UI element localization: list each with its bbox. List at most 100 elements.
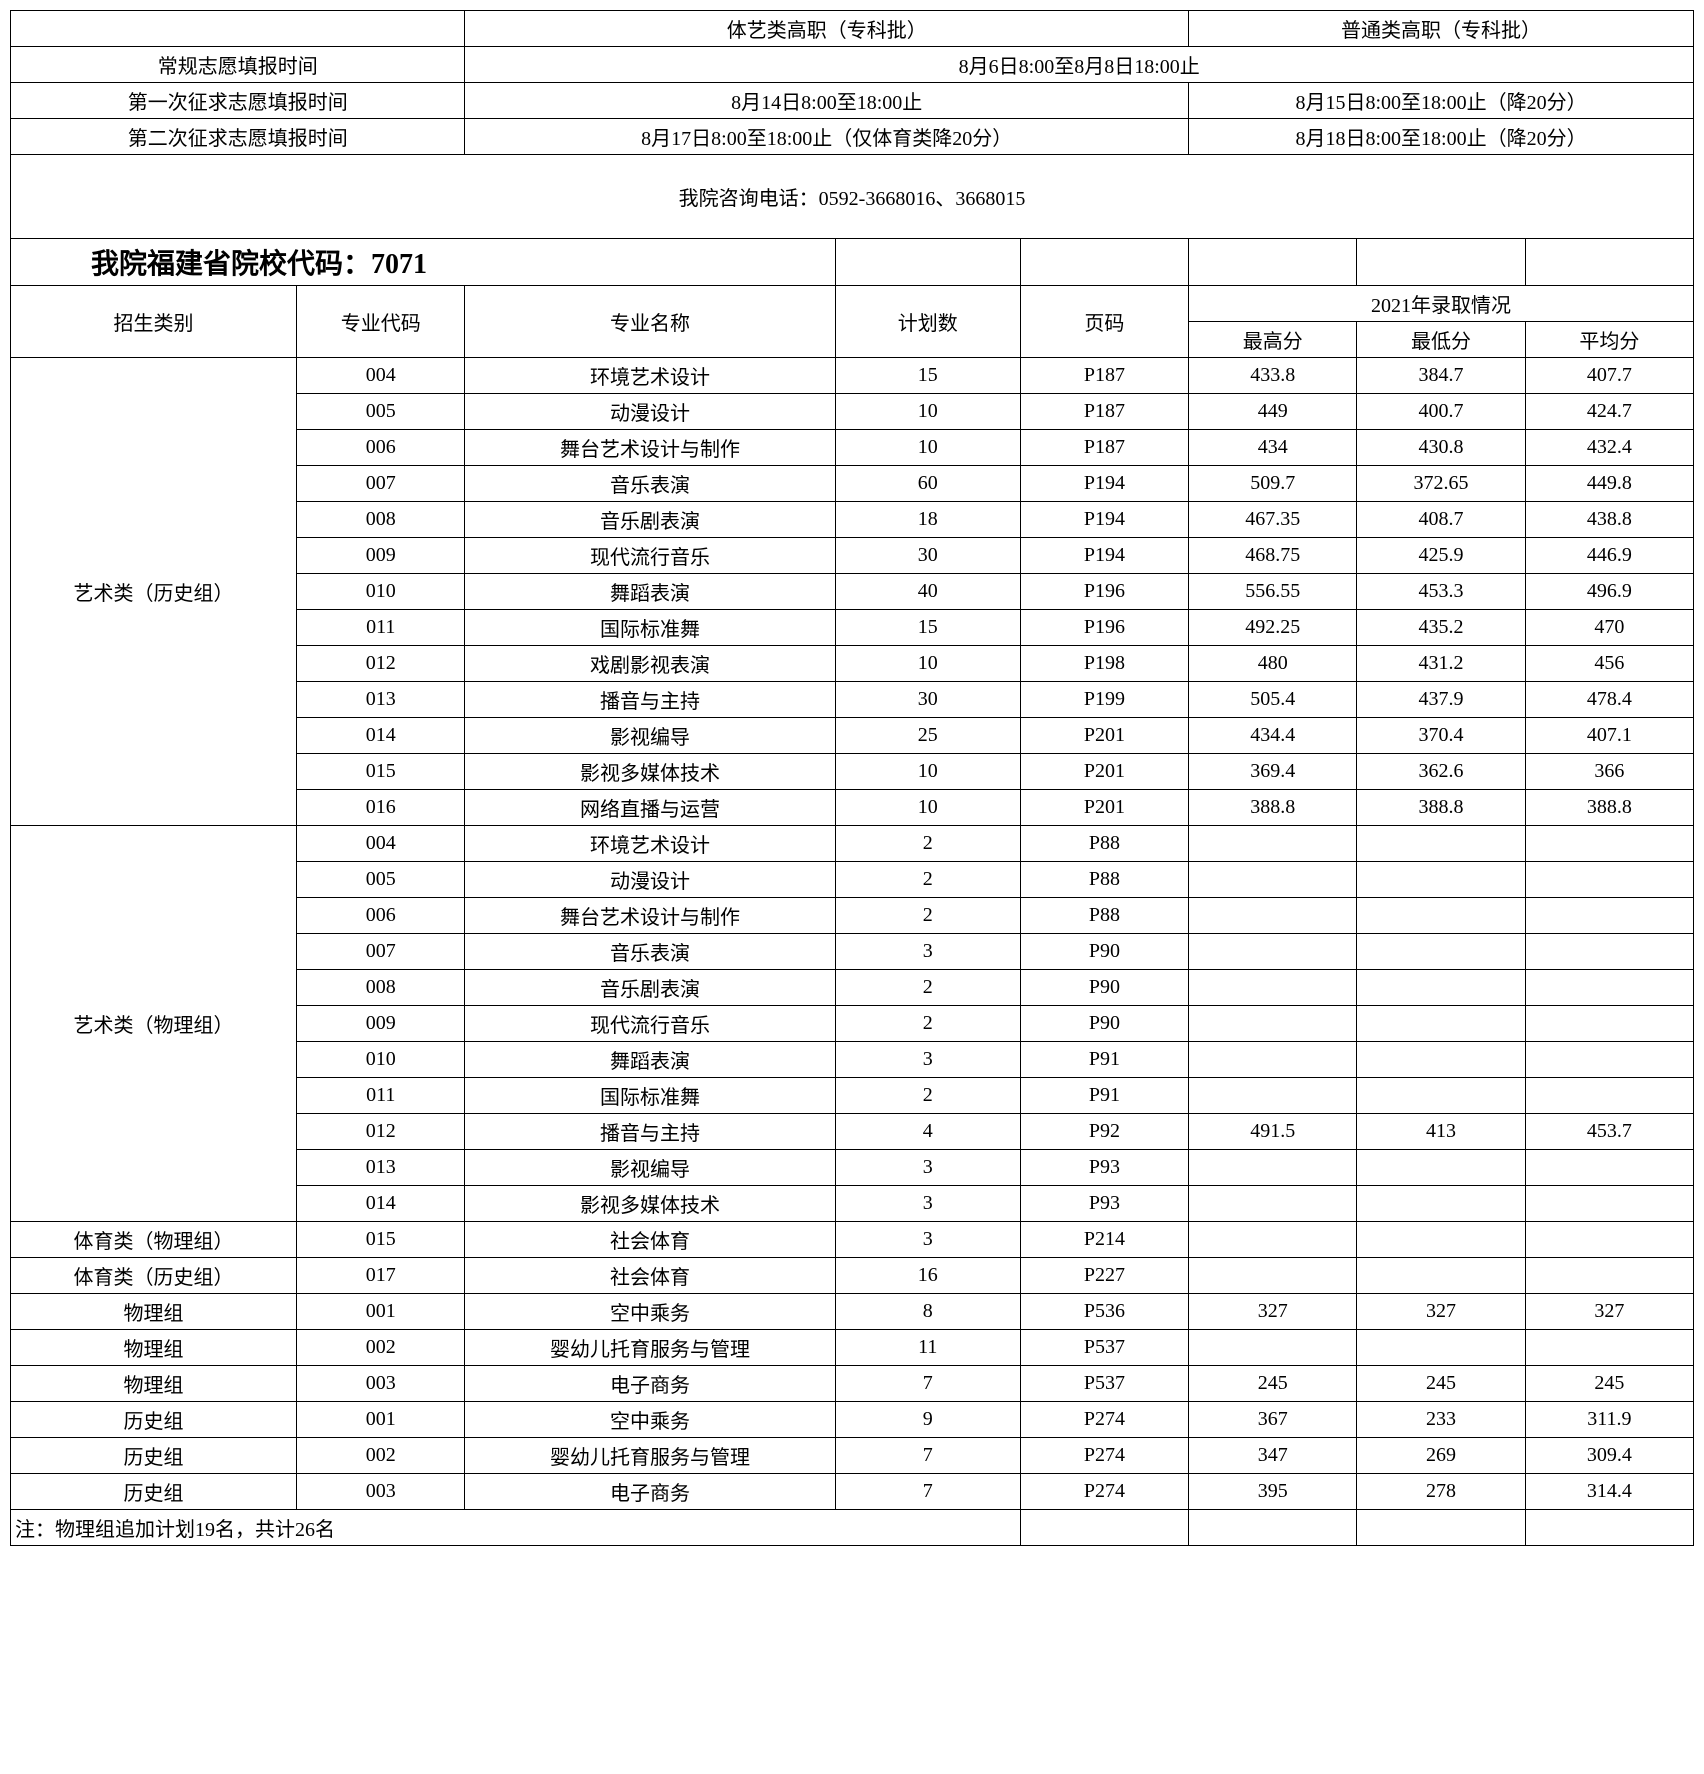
cell-avg	[1525, 970, 1693, 1006]
cell-code: 014	[297, 1186, 465, 1222]
cell-page: P537	[1020, 1366, 1188, 1402]
cell-high	[1189, 862, 1357, 898]
cell-high	[1189, 1078, 1357, 1114]
cell-high	[1189, 826, 1357, 862]
cell-code: 008	[297, 502, 465, 538]
cell-low: 372.65	[1357, 466, 1525, 502]
cell-high: 367	[1189, 1402, 1357, 1438]
cell-plan: 4	[835, 1114, 1020, 1150]
category-cell: 历史组	[11, 1438, 297, 1474]
table-row: 艺术类（历史组）004环境艺术设计15P187433.8384.7407.7	[11, 358, 1694, 394]
cell-plan: 40	[835, 574, 1020, 610]
cell-plan: 30	[835, 538, 1020, 574]
cell-code: 003	[297, 1474, 465, 1510]
cell-high: 480	[1189, 646, 1357, 682]
cell-name: 动漫设计	[465, 394, 835, 430]
cell-high: 369.4	[1189, 754, 1357, 790]
cell-page: P201	[1020, 790, 1188, 826]
cell-plan: 10	[835, 790, 1020, 826]
empty-cell	[835, 239, 1020, 286]
footnote: 注：物理组追加计划19名，共计26名	[11, 1510, 836, 1546]
cell-avg: 496.9	[1525, 574, 1693, 610]
cell-page: P537	[1020, 1330, 1188, 1366]
cell-page: P91	[1020, 1078, 1188, 1114]
schedule-row-c2: 8月15日8:00至18:00止（降20分）	[1189, 83, 1694, 119]
cell-high: 388.8	[1189, 790, 1357, 826]
cell-high: 505.4	[1189, 682, 1357, 718]
cell-low: 384.7	[1357, 358, 1525, 394]
cell-high	[1189, 1150, 1357, 1186]
cell-name: 影视多媒体技术	[465, 1186, 835, 1222]
header-avg: 平均分	[1525, 322, 1693, 358]
cell-code: 015	[297, 754, 465, 790]
cell-low	[1357, 1006, 1525, 1042]
cell-avg	[1525, 1330, 1693, 1366]
cell-code: 005	[297, 394, 465, 430]
cell-code: 007	[297, 466, 465, 502]
cell-name: 国际标准舞	[465, 1078, 835, 1114]
empty-cell	[1357, 239, 1525, 286]
cell-avg: 388.8	[1525, 790, 1693, 826]
cell-name: 播音与主持	[465, 682, 835, 718]
cell-name: 影视编导	[465, 718, 835, 754]
cell-high	[1189, 898, 1357, 934]
category-cell: 体育类（物理组）	[11, 1222, 297, 1258]
cell-code: 001	[297, 1294, 465, 1330]
cell-high: 509.7	[1189, 466, 1357, 502]
cell-code: 006	[297, 898, 465, 934]
cell-avg	[1525, 1186, 1693, 1222]
cell-plan: 60	[835, 466, 1020, 502]
schedule-blank	[11, 11, 465, 47]
cell-name: 影视编导	[465, 1150, 835, 1186]
cell-avg	[1525, 826, 1693, 862]
cell-avg: 314.4	[1525, 1474, 1693, 1510]
cell-page: P90	[1020, 1006, 1188, 1042]
header-major-code: 专业代码	[297, 286, 465, 358]
cell-low: 278	[1357, 1474, 1525, 1510]
cell-low	[1357, 1078, 1525, 1114]
empty-cell	[1525, 239, 1693, 286]
cell-page: P196	[1020, 574, 1188, 610]
cell-code: 008	[297, 970, 465, 1006]
cell-plan: 2	[835, 1006, 1020, 1042]
cell-page: P536	[1020, 1294, 1188, 1330]
cell-avg: 470	[1525, 610, 1693, 646]
cell-low	[1357, 970, 1525, 1006]
cell-avg: 424.7	[1525, 394, 1693, 430]
cell-low: 245	[1357, 1366, 1525, 1402]
cell-high: 492.25	[1189, 610, 1357, 646]
header-page: 页码	[1020, 286, 1188, 358]
cell-plan: 3	[835, 1222, 1020, 1258]
cell-plan: 11	[835, 1330, 1020, 1366]
cell-page: P198	[1020, 646, 1188, 682]
empty-cell	[835, 1510, 1020, 1546]
cell-avg: 478.4	[1525, 682, 1693, 718]
header-major-name: 专业名称	[465, 286, 835, 358]
cell-code: 013	[297, 682, 465, 718]
table-row: 艺术类（物理组）004环境艺术设计2P88	[11, 826, 1694, 862]
cell-page: P187	[1020, 430, 1188, 466]
category-cell: 历史组	[11, 1474, 297, 1510]
cell-page: P227	[1020, 1258, 1188, 1294]
cell-name: 婴幼儿托育服务与管理	[465, 1330, 835, 1366]
cell-avg	[1525, 934, 1693, 970]
cell-avg	[1525, 1258, 1693, 1294]
cell-plan: 7	[835, 1438, 1020, 1474]
cell-high	[1189, 1006, 1357, 1042]
empty-cell	[1020, 1510, 1188, 1546]
cell-code: 010	[297, 574, 465, 610]
schedule-row-c1: 8月14日8:00至18:00止	[465, 83, 1189, 119]
cell-high	[1189, 1330, 1357, 1366]
cell-plan: 10	[835, 430, 1020, 466]
cell-name: 舞蹈表演	[465, 1042, 835, 1078]
cell-plan: 18	[835, 502, 1020, 538]
contact-info: 我院咨询电话：0592-3668016、3668015	[11, 179, 1694, 214]
cell-page: P194	[1020, 502, 1188, 538]
cell-low	[1357, 1222, 1525, 1258]
table-row: 历史组003电子商务7P274395278314.4	[11, 1474, 1694, 1510]
cell-name: 婴幼儿托育服务与管理	[465, 1438, 835, 1474]
cell-page: P194	[1020, 538, 1188, 574]
cell-code: 012	[297, 1114, 465, 1150]
cell-page: P194	[1020, 466, 1188, 502]
category-cell: 艺术类（历史组）	[11, 358, 297, 826]
